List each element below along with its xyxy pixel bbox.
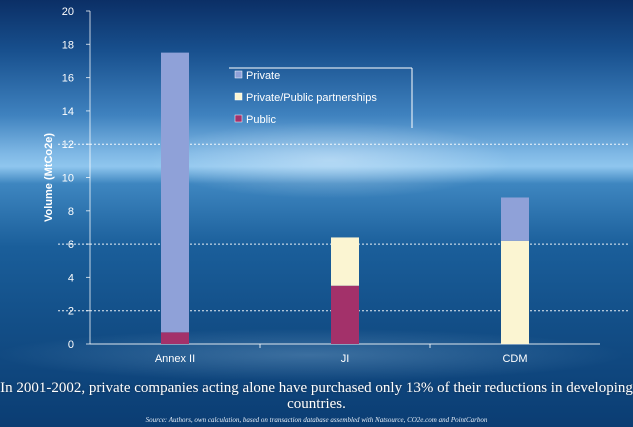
bar-segment: [501, 197, 529, 241]
y-tick-label: 10: [62, 173, 74, 185]
bar-segment: [331, 285, 359, 344]
y-tick-label: 4: [68, 272, 74, 284]
y-tick-label: 2: [68, 306, 74, 318]
y-axis-title: Volume (MtCo2e): [43, 133, 55, 222]
x-tick-label: JI: [341, 353, 350, 365]
y-tick-label: 14: [62, 106, 74, 118]
y-tick-label: 0: [68, 339, 74, 351]
source-note: Source: Authors, own calculation, based …: [145, 416, 488, 424]
y-tick-label: 20: [62, 6, 74, 18]
legend-swatch: [234, 92, 243, 101]
y-tick-label: 18: [62, 39, 74, 51]
bar-segment: [501, 240, 529, 344]
bar-segment: [161, 332, 189, 344]
legend-label: Private: [246, 70, 280, 82]
bar-segment: [161, 52, 189, 333]
legend-swatch: [234, 70, 243, 79]
y-tick-label: 8: [68, 206, 74, 218]
bar-segment: [331, 237, 359, 286]
legend-label: Private/Public partnerships: [246, 92, 377, 104]
legend-label: Public: [246, 114, 276, 126]
y-tick-label: 16: [62, 73, 74, 85]
chart-caption: In 2001-2002, private companies acting a…: [0, 380, 633, 412]
y-tick-label: 12: [62, 139, 74, 151]
stacked-bar-chart: 0 2 4 6 8 10 12 14 16 18 20 Volume (MtCo2e) Annex II…: [43, 6, 529, 365]
x-tick-label: CDM: [502, 353, 527, 365]
y-tick-label: 6: [68, 239, 74, 251]
x-tick-label: Annex II: [155, 353, 195, 365]
legend-swatch: [234, 114, 243, 123]
